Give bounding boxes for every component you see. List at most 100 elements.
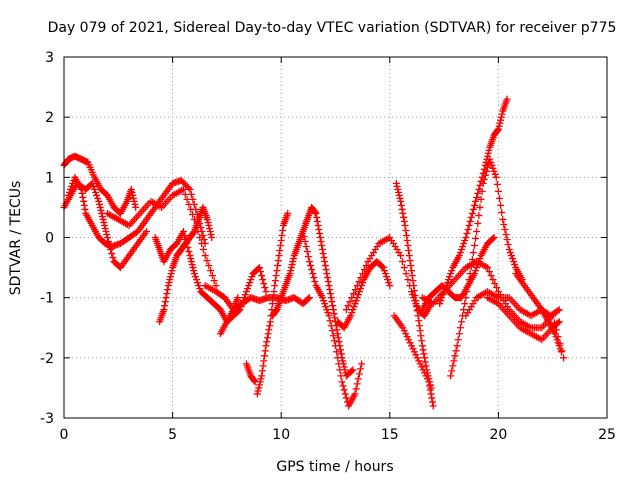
data-point bbox=[329, 306, 337, 314]
data-point bbox=[446, 273, 454, 281]
data-point bbox=[332, 342, 339, 350]
series-arc-2 bbox=[60, 152, 140, 217]
data-point bbox=[552, 326, 560, 334]
data-point bbox=[436, 300, 444, 308]
data-point bbox=[397, 197, 405, 205]
data-point bbox=[187, 205, 195, 213]
data-point bbox=[462, 294, 470, 302]
data-point bbox=[460, 240, 468, 248]
data-point bbox=[187, 258, 195, 266]
data-point bbox=[240, 294, 248, 302]
data-point bbox=[204, 218, 212, 226]
data-point bbox=[473, 227, 481, 235]
data-point bbox=[348, 294, 356, 302]
data-point bbox=[428, 394, 436, 402]
data-point bbox=[327, 322, 335, 330]
series-arc-16 bbox=[390, 312, 437, 410]
data-point bbox=[491, 280, 499, 288]
data-point bbox=[408, 342, 416, 350]
data-point bbox=[406, 257, 414, 265]
data-point bbox=[450, 357, 458, 365]
data-point bbox=[168, 267, 176, 275]
data-point bbox=[329, 302, 337, 310]
data-point bbox=[261, 284, 269, 292]
data-point bbox=[275, 252, 283, 260]
data-point bbox=[401, 221, 409, 229]
data-point bbox=[340, 363, 348, 371]
data-point bbox=[481, 171, 489, 179]
data-point bbox=[415, 357, 423, 365]
data-point bbox=[554, 307, 562, 315]
data-point bbox=[472, 235, 480, 243]
data-point bbox=[349, 366, 357, 374]
data-point bbox=[326, 317, 334, 325]
data-point bbox=[495, 122, 503, 130]
data-point bbox=[273, 267, 281, 275]
data-point bbox=[248, 273, 256, 281]
data-point bbox=[348, 309, 356, 317]
data-point bbox=[359, 270, 367, 278]
data-point bbox=[451, 352, 459, 360]
data-point bbox=[554, 333, 562, 341]
data-point bbox=[260, 280, 268, 288]
data-point bbox=[161, 302, 169, 310]
data-point bbox=[338, 378, 346, 386]
data-point bbox=[416, 327, 424, 335]
data-point bbox=[304, 253, 312, 261]
data-point bbox=[255, 381, 263, 389]
data-point bbox=[305, 294, 313, 302]
data-point bbox=[318, 246, 326, 254]
data-point bbox=[341, 390, 349, 398]
data-point bbox=[325, 312, 333, 320]
data-point bbox=[492, 173, 500, 181]
data-point bbox=[473, 264, 481, 272]
data-point bbox=[409, 345, 417, 353]
data-point bbox=[416, 360, 424, 368]
data-point bbox=[383, 273, 391, 281]
data-point bbox=[289, 258, 297, 266]
data-point bbox=[130, 197, 138, 205]
data-point bbox=[317, 238, 325, 246]
data-point bbox=[270, 288, 278, 296]
data-point bbox=[408, 272, 416, 280]
data-point bbox=[474, 219, 482, 227]
data-point bbox=[93, 191, 101, 199]
data-point bbox=[272, 272, 280, 280]
data-point bbox=[198, 240, 206, 248]
data-point bbox=[415, 322, 423, 330]
data-point bbox=[266, 318, 274, 326]
data-point bbox=[186, 185, 194, 193]
data-point bbox=[427, 390, 435, 398]
data-point bbox=[339, 357, 347, 365]
data-point bbox=[465, 276, 473, 284]
data-point bbox=[258, 272, 266, 280]
data-point bbox=[101, 224, 109, 232]
data-point bbox=[312, 209, 320, 217]
data-point bbox=[496, 119, 504, 127]
data-point bbox=[187, 255, 195, 263]
data-point bbox=[286, 270, 294, 278]
data-point bbox=[205, 262, 213, 270]
data-point bbox=[189, 210, 197, 218]
data-point bbox=[203, 257, 211, 265]
data-point bbox=[301, 238, 309, 246]
data-point bbox=[359, 279, 367, 287]
y-tick-label: -2 bbox=[40, 351, 54, 367]
data-point bbox=[408, 267, 416, 275]
y-tick-label: -1 bbox=[40, 291, 54, 307]
data-point bbox=[410, 348, 418, 356]
data-point bbox=[501, 225, 509, 233]
data-point bbox=[352, 385, 360, 393]
data-point bbox=[507, 252, 515, 260]
data-point bbox=[394, 185, 402, 193]
data-point bbox=[276, 247, 284, 255]
data-point bbox=[210, 277, 218, 285]
x-tick-label: 0 bbox=[60, 427, 69, 443]
data-point bbox=[449, 362, 457, 370]
data-point bbox=[166, 276, 174, 284]
data-point bbox=[351, 286, 359, 294]
data-point bbox=[423, 375, 431, 383]
data-point bbox=[277, 237, 285, 245]
data-point bbox=[103, 230, 111, 238]
data-point bbox=[405, 336, 413, 344]
